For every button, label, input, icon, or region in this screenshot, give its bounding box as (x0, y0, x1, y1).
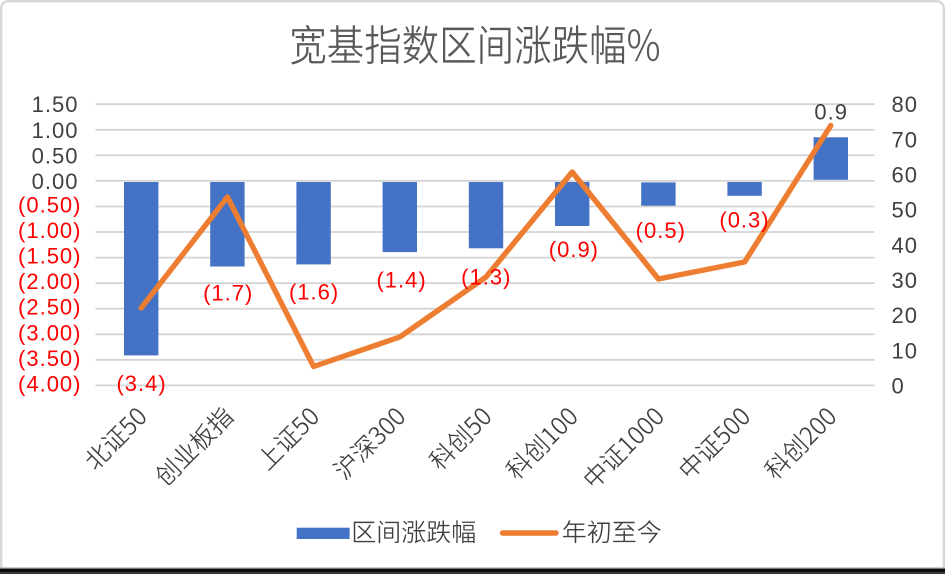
svg-text:80: 80 (892, 92, 918, 117)
svg-text:1.00: 1.00 (32, 118, 79, 143)
svg-text:30: 30 (892, 268, 918, 293)
svg-text:(3.00): (3.00) (18, 320, 81, 345)
svg-text:(0.9): (0.9) (549, 237, 599, 262)
svg-text:(0.3): (0.3) (719, 207, 769, 232)
svg-text:0: 0 (892, 373, 905, 398)
svg-text:(1.50): (1.50) (18, 244, 81, 269)
svg-text:60: 60 (892, 163, 918, 188)
svg-text:0.9: 0.9 (814, 99, 848, 124)
svg-text:0.00: 0.00 (32, 169, 79, 194)
svg-text:(1.6): (1.6) (289, 280, 339, 305)
svg-text:(2.50): (2.50) (18, 295, 81, 320)
svg-text:10: 10 (892, 338, 918, 363)
svg-text:50: 50 (892, 198, 918, 223)
svg-text:(3.50): (3.50) (18, 346, 81, 371)
svg-text:(1.4): (1.4) (376, 267, 426, 292)
svg-text:1.50: 1.50 (32, 92, 79, 117)
svg-text:0.50: 0.50 (32, 143, 79, 168)
svg-text:20: 20 (892, 303, 918, 328)
svg-text:(1.00): (1.00) (18, 218, 81, 243)
svg-text:40: 40 (892, 233, 918, 258)
svg-text:(2.00): (2.00) (18, 269, 81, 294)
svg-text:(1.3): (1.3) (461, 265, 511, 290)
svg-text:(0.50): (0.50) (18, 193, 81, 218)
svg-text:(0.5): (0.5) (636, 218, 686, 243)
svg-text:70: 70 (892, 127, 918, 152)
svg-text:(4.00): (4.00) (18, 371, 81, 396)
svg-text:(3.4): (3.4) (116, 371, 166, 396)
svg-text:(1.7): (1.7) (203, 281, 253, 306)
